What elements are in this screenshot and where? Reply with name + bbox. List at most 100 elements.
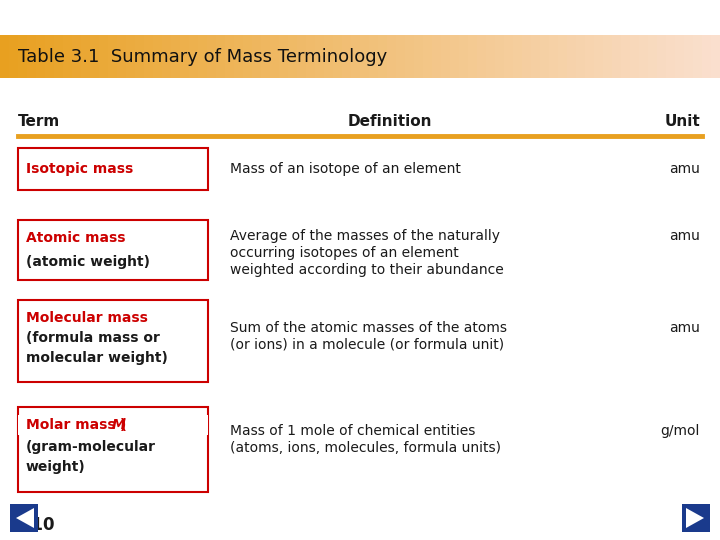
Bar [27,35,38,78]
Polygon shape [16,508,34,528]
Bar [630,35,641,78]
Bar [10,504,38,532]
Bar [387,35,398,78]
Bar [252,35,263,78]
Bar [657,35,668,78]
Bar [639,35,650,78]
Text: Average of the masses of the naturally: Average of the masses of the naturally [230,229,500,243]
Text: M: M [112,418,126,432]
Bar [18,415,208,435]
Text: (atomic weight): (atomic weight) [26,255,150,269]
Bar [63,35,74,78]
Bar [621,35,632,78]
Bar [9,35,20,78]
Text: (gram-molecular: (gram-molecular [26,440,156,454]
Bar [576,35,587,78]
Bar [81,35,92,78]
Text: (atoms, ions, molecules, formula units): (atoms, ions, molecules, formula units) [230,441,501,455]
Bar [99,35,110,78]
Bar [54,35,65,78]
Bar [711,35,720,78]
Bar [693,35,704,78]
Bar [594,35,605,78]
Bar [216,35,227,78]
Text: Atomic mass: Atomic mass [26,231,125,245]
Bar [270,35,281,78]
Bar [306,35,317,78]
Bar [171,35,182,78]
Bar [648,35,659,78]
Bar [315,35,326,78]
Text: g/mol: g/mol [661,424,700,438]
Text: amu: amu [669,321,700,335]
Bar [189,35,200,78]
Bar [414,35,425,78]
Text: weighted according to their abundance: weighted according to their abundance [230,263,504,277]
Bar [45,35,56,78]
Bar [108,35,119,78]
Bar [396,35,407,78]
Bar [682,504,710,532]
Bar [126,35,137,78]
Bar [198,35,209,78]
Text: Table 3.1  Summary of Mass Terminology: Table 3.1 Summary of Mass Terminology [18,48,387,65]
Bar [378,35,389,78]
Bar [162,35,173,78]
Bar [567,35,578,78]
Bar [513,35,524,78]
Bar [234,35,245,78]
Bar [468,35,479,78]
Bar [351,35,362,78]
Bar [522,35,533,78]
Bar [117,35,128,78]
Bar [135,35,146,78]
Bar [72,35,83,78]
Bar [477,35,488,78]
Bar [18,148,208,190]
Bar [504,35,515,78]
Bar [675,35,686,78]
Bar [432,35,443,78]
Bar [549,35,560,78]
Bar [18,220,208,280]
Bar [18,407,208,492]
Bar [486,35,497,78]
Text: (formula mass or: (formula mass or [26,331,160,345]
Bar [36,35,47,78]
Bar [612,35,623,78]
Bar [369,35,380,78]
Bar [180,35,191,78]
Text: Sum of the atomic masses of the atoms: Sum of the atomic masses of the atoms [230,321,507,335]
Text: molecular weight): molecular weight) [26,351,168,365]
Bar [288,35,299,78]
Bar [666,35,677,78]
Text: Term: Term [18,114,60,130]
Bar [279,35,290,78]
Bar [90,35,101,78]
Bar [360,35,371,78]
Text: weight): weight) [26,460,86,474]
Bar [585,35,596,78]
Bar [324,35,335,78]
Text: ): ) [120,418,127,432]
Text: occurring isotopes of an element: occurring isotopes of an element [230,246,459,260]
Text: Mass of an isotope of an element: Mass of an isotope of an element [230,162,461,176]
Text: Molar mass (: Molar mass ( [26,418,127,432]
Bar [540,35,551,78]
Bar [558,35,569,78]
Bar [441,35,452,78]
Bar [333,35,344,78]
Text: amu: amu [669,162,700,176]
Bar [18,35,29,78]
Bar [0,35,11,78]
Bar [495,35,506,78]
Text: amu: amu [669,229,700,243]
Bar [261,35,272,78]
Bar [297,35,308,78]
Text: Unit: Unit [665,114,700,130]
Bar [684,35,695,78]
Text: Molecular mass: Molecular mass [26,311,148,325]
Bar [207,35,218,78]
Text: Mass of 1 mole of chemical entities: Mass of 1 mole of chemical entities [230,424,475,438]
Bar [243,35,254,78]
